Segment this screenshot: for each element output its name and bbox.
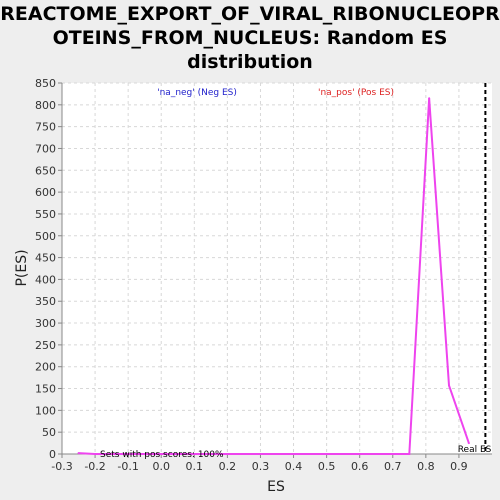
x-tick-label: 0.7 xyxy=(384,460,402,473)
es-data-point xyxy=(408,453,411,455)
es-data-point xyxy=(226,453,229,455)
y-tick-label: 150 xyxy=(35,383,56,396)
x-tick-label: 0.2 xyxy=(219,460,237,473)
es-data-point xyxy=(467,442,470,445)
y-tick-label: 0 xyxy=(49,448,56,461)
x-tick-label: 0.1 xyxy=(186,460,204,473)
y-tick-label: 300 xyxy=(35,317,56,330)
x-tick-label: -0.3 xyxy=(51,460,72,473)
es-data-point xyxy=(292,453,295,455)
es-distribution-line xyxy=(78,98,470,455)
y-tick-label: 400 xyxy=(35,273,56,286)
y-tick-label: 100 xyxy=(35,404,56,417)
x-tick-label: -0.2 xyxy=(84,460,105,473)
x-tick-label: -0.1 xyxy=(117,460,138,473)
y-tick-label: 650 xyxy=(35,164,56,177)
legend-pos: 'na_pos' (Pos ES) xyxy=(318,88,394,98)
chart-title-line-2: OTEINS_FROM_NUCLEUS: Random ES xyxy=(52,27,448,49)
chart-annotation: Sets with pos scores: 100% xyxy=(100,450,224,460)
es-data-point xyxy=(428,97,431,100)
y-tick-label: 600 xyxy=(35,186,56,199)
y-tick-label: 800 xyxy=(35,99,56,112)
y-tick-label: 750 xyxy=(35,121,56,134)
chart-title-line-3: distribution xyxy=(187,51,313,73)
y-tick-label: 450 xyxy=(35,252,56,265)
y-tick-label: 250 xyxy=(35,339,56,352)
real-es-label: Real ES xyxy=(458,445,492,455)
x-axis-label: ES xyxy=(267,479,285,495)
y-tick-label: 50 xyxy=(42,426,56,439)
x-tick-label: 0.8 xyxy=(417,460,435,473)
y-tick-label: 350 xyxy=(35,295,56,308)
x-tick-label: 0.6 xyxy=(351,460,369,473)
es-data-point xyxy=(77,452,80,455)
x-tick-label: 0.9 xyxy=(450,460,468,473)
y-tick-label: 200 xyxy=(35,361,56,374)
y-tick-label: 500 xyxy=(35,230,56,243)
x-tick-label: 0.0 xyxy=(152,460,170,473)
series-group xyxy=(77,97,470,455)
es-data-point xyxy=(448,384,450,387)
chart-title-line-1: REACTOME_EXPORT_OF_VIRAL_RIBONUCLEOPR xyxy=(0,3,500,25)
es-data-point xyxy=(94,453,97,455)
es-data-point xyxy=(160,453,163,455)
y-tick-label: 550 xyxy=(35,208,56,221)
legend-neg: 'na_neg' (Neg ES) xyxy=(157,88,237,98)
y-tick-label: 700 xyxy=(35,142,56,155)
chart-title: REACTOME_EXPORT_OF_VIRAL_RIBONUCLEOPR OT… xyxy=(0,2,500,74)
x-tick-label: 0.5 xyxy=(318,460,336,473)
y-axis-label: P(ES) xyxy=(14,249,30,286)
x-tick-label: 0.3 xyxy=(252,460,270,473)
axis-ticks: 0 50 100 150 200 250 300 350 400 450 500 550 600 650 7… xyxy=(35,77,468,473)
es-data-point xyxy=(358,453,361,455)
y-tick-label: 850 xyxy=(35,77,56,90)
x-tick-label: 0.4 xyxy=(285,460,303,473)
